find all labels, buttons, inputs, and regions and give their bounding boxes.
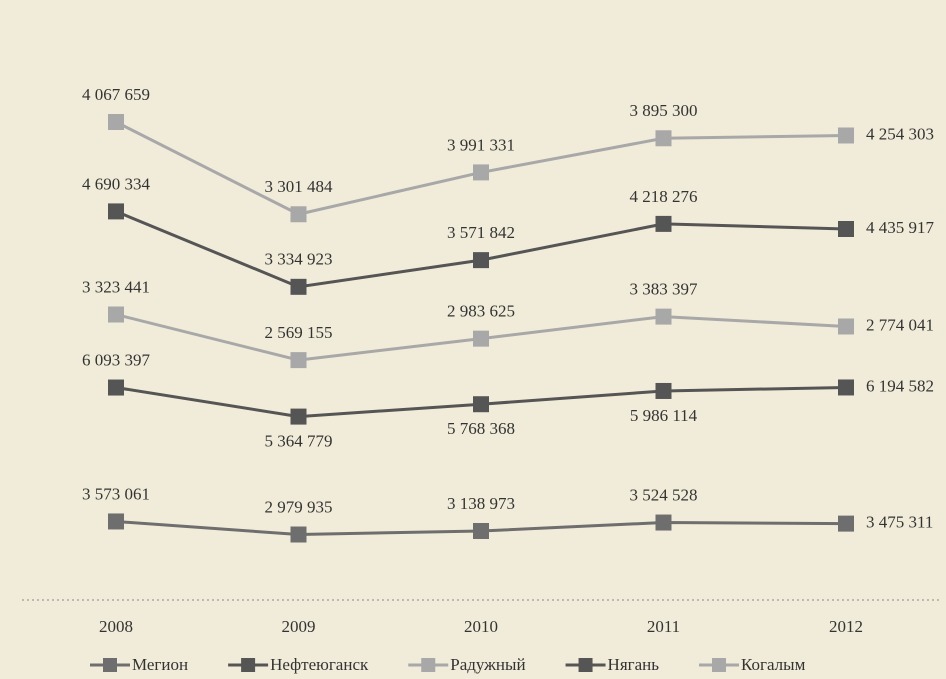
marker xyxy=(655,382,672,399)
marker xyxy=(838,127,854,144)
data-label: 2 774 041 xyxy=(866,315,934,334)
marker xyxy=(290,278,307,295)
marker xyxy=(290,352,307,369)
marker xyxy=(473,252,489,269)
data-label: 3 323 441 xyxy=(82,277,150,296)
legend-marker xyxy=(712,658,727,672)
data-label: 3 571 842 xyxy=(447,223,515,242)
x-tick-label: 2010 xyxy=(464,617,498,636)
marker xyxy=(290,526,307,543)
data-label: 5 768 368 xyxy=(447,419,515,438)
marker xyxy=(108,513,124,530)
legend-label: Мегион xyxy=(132,655,188,674)
data-label: 5 986 114 xyxy=(630,406,698,425)
data-label: 2 983 625 xyxy=(447,302,515,321)
legend-label: Когалым xyxy=(741,655,806,674)
data-label: 4 690 334 xyxy=(82,174,151,193)
data-label: 3 301 484 xyxy=(265,177,334,196)
data-label: 3 475 311 xyxy=(866,513,933,532)
x-tick-label: 2011 xyxy=(647,617,680,636)
legend-marker xyxy=(578,658,593,672)
data-label: 3 573 061 xyxy=(82,484,150,503)
marker xyxy=(108,114,124,130)
data-label: 4 067 659 xyxy=(82,85,150,104)
data-label: 3 524 528 xyxy=(630,485,698,504)
data-label: 4 435 917 xyxy=(866,218,935,237)
marker xyxy=(838,379,854,396)
marker xyxy=(473,330,489,347)
marker xyxy=(655,130,672,147)
marker xyxy=(838,318,854,335)
legend-marker xyxy=(103,658,117,672)
data-label: 2 569 155 xyxy=(265,323,333,342)
legend-label: Радужный xyxy=(450,655,525,674)
marker xyxy=(655,308,672,325)
marker xyxy=(473,164,489,181)
marker xyxy=(655,514,672,531)
marker xyxy=(655,215,672,232)
data-label: 3 991 331 xyxy=(447,135,515,154)
legend-label: Нефтеюганск xyxy=(270,655,369,674)
data-label: 4 254 303 xyxy=(866,124,934,143)
data-label: 6 194 582 xyxy=(866,376,934,395)
legend-label: Нягань xyxy=(608,655,660,674)
marker xyxy=(108,379,124,396)
legend-marker xyxy=(241,658,256,672)
marker xyxy=(838,515,854,532)
data-label: 4 218 276 xyxy=(630,187,698,206)
data-label: 5 364 779 xyxy=(265,431,333,450)
x-tick-label: 2008 xyxy=(99,617,133,636)
marker xyxy=(108,306,124,323)
data-label: 6 093 397 xyxy=(82,350,151,369)
marker xyxy=(838,220,854,237)
marker xyxy=(290,206,307,223)
x-tick-label: 2012 xyxy=(829,617,863,636)
data-label: 3 334 923 xyxy=(265,250,333,269)
data-label: 3 895 300 xyxy=(630,101,698,120)
marker xyxy=(290,408,307,425)
marker xyxy=(108,203,124,220)
data-label: 3 138 973 xyxy=(447,494,515,513)
marker xyxy=(473,396,489,413)
x-tick-label: 2009 xyxy=(282,617,316,636)
marker xyxy=(473,523,489,540)
legend-marker xyxy=(421,658,436,672)
data-label: 2 979 935 xyxy=(265,497,333,516)
data-label: 3 383 397 xyxy=(630,280,699,299)
